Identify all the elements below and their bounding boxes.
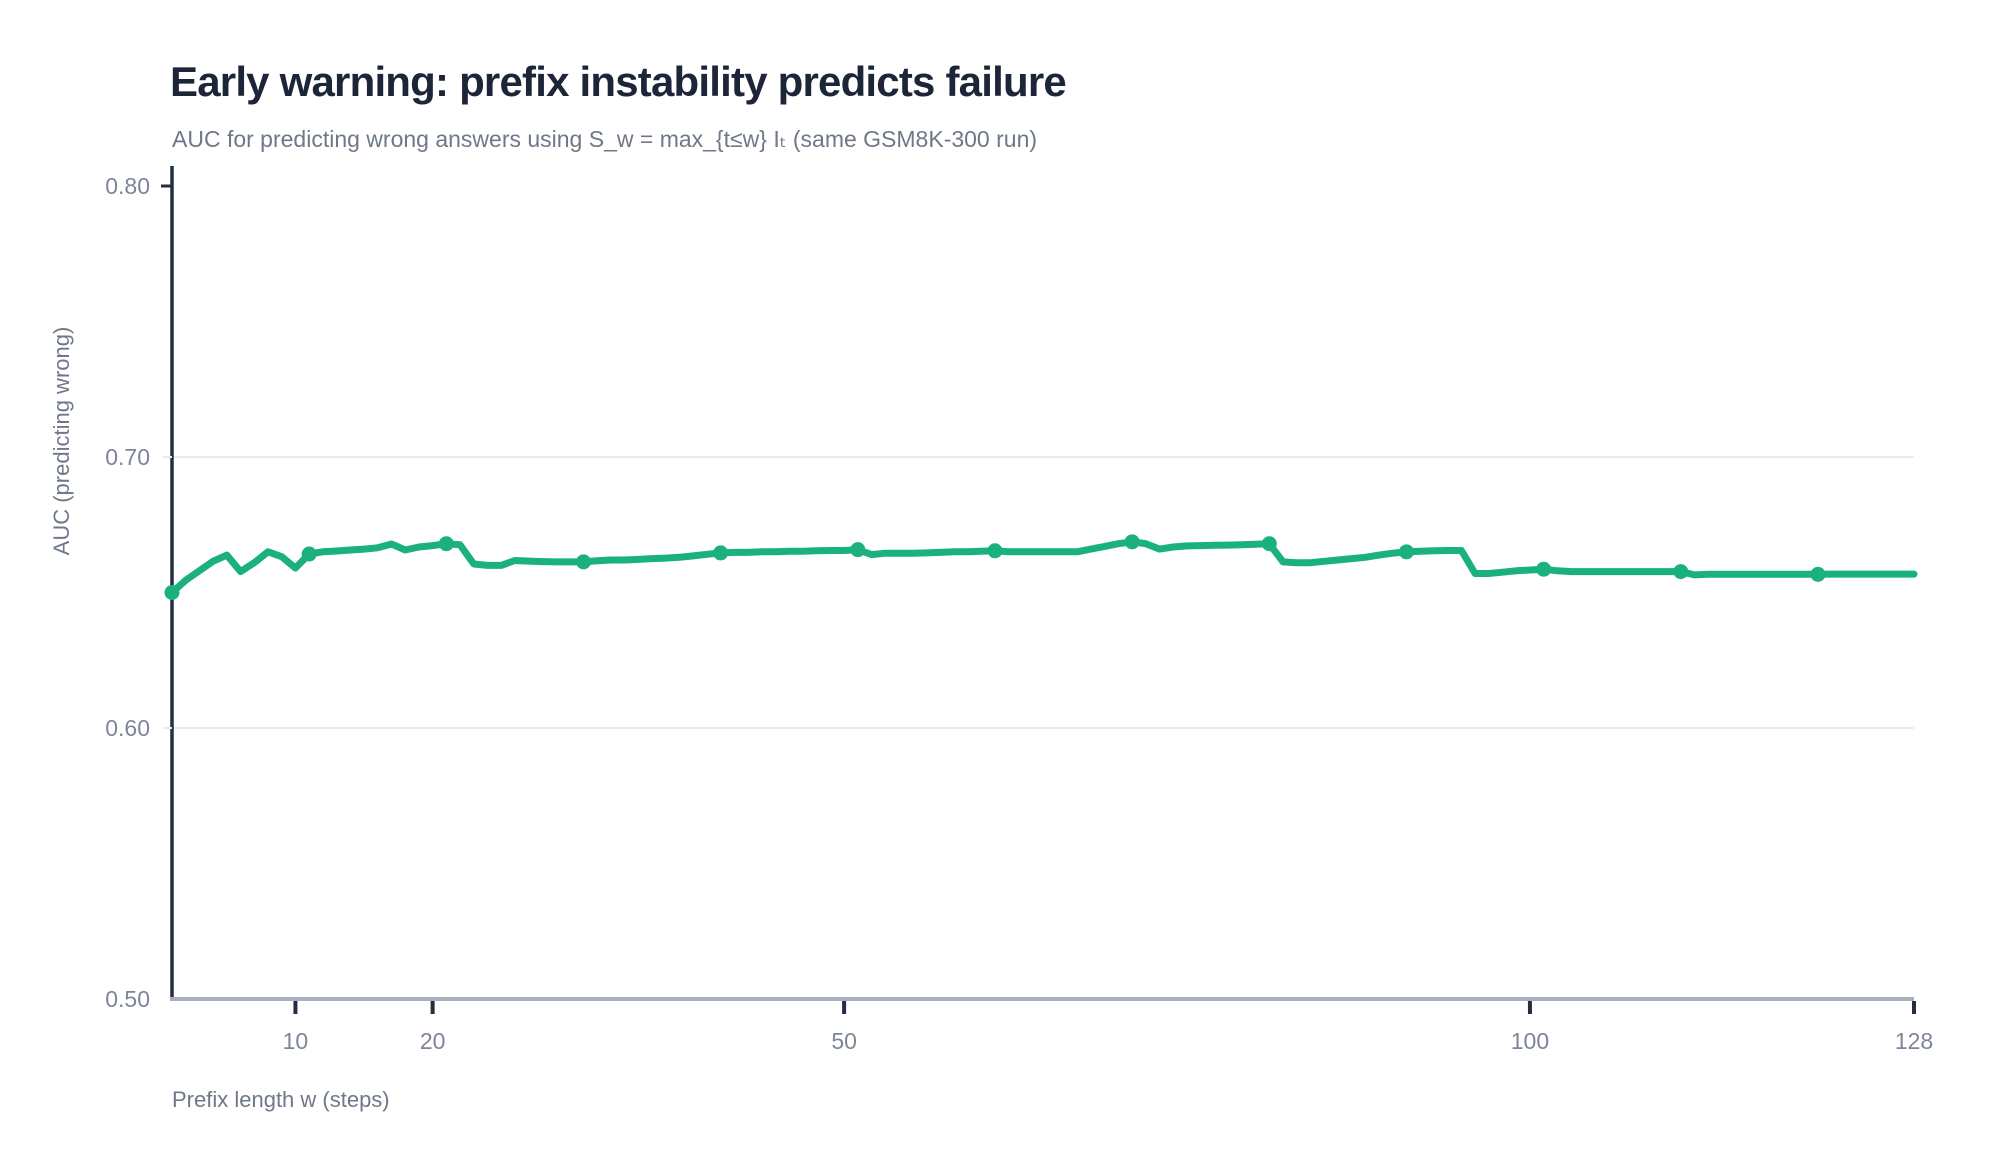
- y-tick-label: 0.60: [105, 715, 150, 741]
- x-axis-title: Prefix length w (steps): [172, 1087, 390, 1112]
- data-point-marker: [1536, 561, 1552, 577]
- y-tick-label: 0.80: [105, 173, 150, 199]
- data-point-marker: [1124, 534, 1140, 550]
- y-tick-label: 0.70: [105, 444, 150, 470]
- data-point-marker: [1261, 536, 1277, 552]
- data-point-marker: [1398, 544, 1414, 560]
- data-point-marker: [987, 543, 1003, 559]
- data-point-marker: [575, 554, 591, 570]
- x-tick-label: 10: [283, 1028, 309, 1054]
- x-tick-label: 20: [420, 1028, 446, 1054]
- x-tick-label: 128: [1895, 1028, 1933, 1054]
- chart-title: Early warning: prefix instability predic…: [170, 58, 1067, 105]
- auc-line: [168, 538, 1918, 596]
- data-point-marker: [164, 585, 180, 600]
- x-tick-label: 50: [831, 1028, 857, 1054]
- data-point-marker: [301, 546, 317, 562]
- x-tick-label: 100: [1511, 1028, 1549, 1054]
- data-point-marker: [1673, 564, 1689, 580]
- data-point-marker: [1810, 566, 1826, 582]
- data-point-marker: [850, 542, 866, 558]
- data-point-marker: [713, 545, 729, 561]
- y-tick-label: 0.50: [105, 986, 150, 1012]
- data-point-marker: [438, 536, 454, 552]
- chart-subtitle: AUC for predicting wrong answers using S…: [172, 126, 1038, 152]
